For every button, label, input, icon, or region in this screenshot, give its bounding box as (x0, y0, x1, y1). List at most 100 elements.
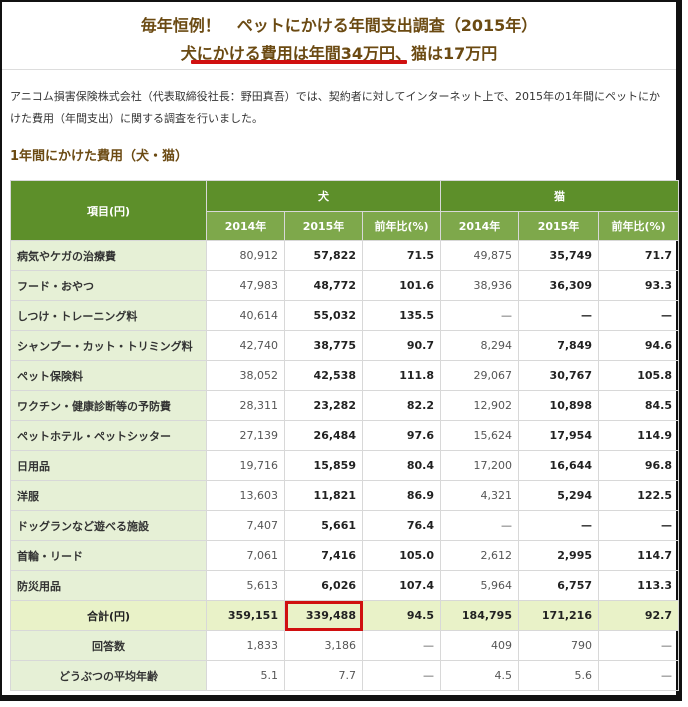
table-cell: 5,294 (518, 480, 599, 511)
table-cell: 38,936 (440, 270, 519, 301)
table-cell: 35,749 (518, 240, 599, 271)
row-label: ペットホテル・ペットシッター (10, 420, 207, 451)
row-label: 合計(円) (10, 600, 207, 631)
table-cell: 80,912 (206, 240, 285, 271)
row-label: しつけ・トレーニング料 (10, 300, 207, 331)
table-cell: 5.1 (206, 660, 285, 691)
table-row: ワクチン・健康診断等の予防費 28,311 23,282 82.2 12,902 10,8… (10, 390, 679, 421)
table-cell: 94.5 (362, 600, 441, 631)
table-cell: 122.5 (598, 480, 679, 511)
table-cell: 4,321 (440, 480, 519, 511)
row-label: シャンプー・カット・トリミング料 (10, 330, 207, 361)
table-cell: — (362, 660, 441, 691)
row-label: 病気やケガの治療費 (10, 240, 207, 271)
row-label: 防災用品 (10, 570, 207, 601)
table-cell: 96.8 (598, 450, 679, 481)
table-cell: 11,821 (284, 480, 363, 511)
table-cell: 42,538 (284, 360, 363, 391)
table-row: フード・おやつ 47,983 48,772 101.6 38,936 36,309 93.3 (10, 270, 679, 301)
row-label: どうぶつの平均年齢 (10, 660, 207, 691)
table-cell: 7,061 (206, 540, 285, 571)
table-cell: 23,282 (284, 390, 363, 421)
table-cell: 114.7 (598, 540, 679, 571)
sub-header: 2014年 (206, 211, 285, 241)
table-cell: 28,311 (206, 390, 285, 421)
table-cell: 12,902 (440, 390, 519, 421)
table-cell: 409 (440, 630, 519, 661)
table-cell: 82.2 (362, 390, 441, 421)
table-cell: 93.3 (598, 270, 679, 301)
table-cell: 3,186 (284, 630, 363, 661)
table-cell: 5,613 (206, 570, 285, 601)
row-label: ワクチン・健康診断等の予防費 (10, 390, 207, 421)
table-cell: 40,614 (206, 300, 285, 331)
table-cell: — (440, 510, 519, 541)
headline-line2: 犬にかける費用は年間34万円、猫は17万円 (180, 44, 498, 63)
section-title: 1年間にかけた費用（犬・猫） (10, 149, 189, 164)
table-cell: 7,416 (284, 540, 363, 571)
table-row: どうぶつの平均年齢 5.1 7.7—4.5 5.6— (10, 660, 679, 691)
table-cell: 27,139 (206, 420, 285, 451)
table-cell: 113.3 (598, 570, 679, 601)
table-cell: 97.6 (362, 420, 441, 451)
table-cell: 6,757 (518, 570, 599, 601)
table-cell: 1,833 (206, 630, 285, 661)
cat-header: 猫 (440, 180, 679, 212)
table-cell: 790 (518, 630, 599, 661)
dog-header: 犬 (206, 180, 441, 212)
table-cell: 5.6 (518, 660, 599, 691)
table-cell: 80.4 (362, 450, 441, 481)
table-cell: — (598, 300, 679, 331)
table-cell: — (440, 300, 519, 331)
divider (2, 69, 676, 70)
table-row: 洋服 13,603 11,821 86.9 4,321 5,294 122.5 (10, 480, 679, 511)
table-cell: 111.8 (362, 360, 441, 391)
table-cell: 42,740 (206, 330, 285, 361)
table-cell: 135.5 (362, 300, 441, 331)
table-cell: — (518, 300, 599, 331)
table-cell: 105.8 (598, 360, 679, 391)
table-cell: 90.7 (362, 330, 441, 361)
table-cell: 107.4 (362, 570, 441, 601)
table-cell: 17,954 (518, 420, 599, 451)
row-label: 洋服 (10, 480, 207, 511)
table-cell: 114.9 (598, 420, 679, 451)
headline-underline (191, 60, 407, 64)
table-cell: 105.0 (362, 540, 441, 571)
table-row: シャンプー・カット・トリミング料 42,740 38,775 90.7 8,294 7,8… (10, 330, 679, 361)
sub-header: 前年比(%) (362, 211, 441, 241)
table-cell: 19,716 (206, 450, 285, 481)
intro-paragraph: アニコム損害保険株式会社（代表取締役社長：野田真吾）では、契約者に対してインター… (10, 90, 660, 125)
table-cell: 57,822 (284, 240, 363, 271)
table-cell: 4.5 (440, 660, 519, 691)
table-cell: 26,484 (284, 420, 363, 451)
table-cell: 184,795 (440, 600, 519, 631)
table-cell: 38,775 (284, 330, 363, 361)
table-cell: — (518, 510, 599, 541)
table-cell: 94.6 (598, 330, 679, 361)
table-cell: 17,200 (440, 450, 519, 481)
table-cell: 16,644 (518, 450, 599, 481)
table-cell: 7,407 (206, 510, 285, 541)
table-cell: 30,767 (518, 360, 599, 391)
sub-header: 2015年 (284, 211, 363, 241)
sub-header: 2015年 (518, 211, 599, 241)
table-cell: 8,294 (440, 330, 519, 361)
table-cell: 13,603 (206, 480, 285, 511)
row-label: ペット保険料 (10, 360, 207, 391)
table-row: 防災用品 5,613 6,026 107.4 5,964 6,757 113.3 (10, 570, 679, 601)
table-cell: — (598, 630, 679, 661)
table-cell: 6,026 (284, 570, 363, 601)
table-cell: 29,067 (440, 360, 519, 391)
table-cell: 15,859 (284, 450, 363, 481)
table-cell: 15,624 (440, 420, 519, 451)
table-cell: 92.7 (598, 600, 679, 631)
table-cell: 86.9 (362, 480, 441, 511)
table-cell: 84.5 (598, 390, 679, 421)
table-cell: 7.7 (284, 660, 363, 691)
table-cell: 71.5 (362, 240, 441, 271)
table-cell: — (598, 510, 679, 541)
sub-header: 前年比(%) (598, 211, 679, 241)
table-cell: 171,216 (518, 600, 599, 631)
